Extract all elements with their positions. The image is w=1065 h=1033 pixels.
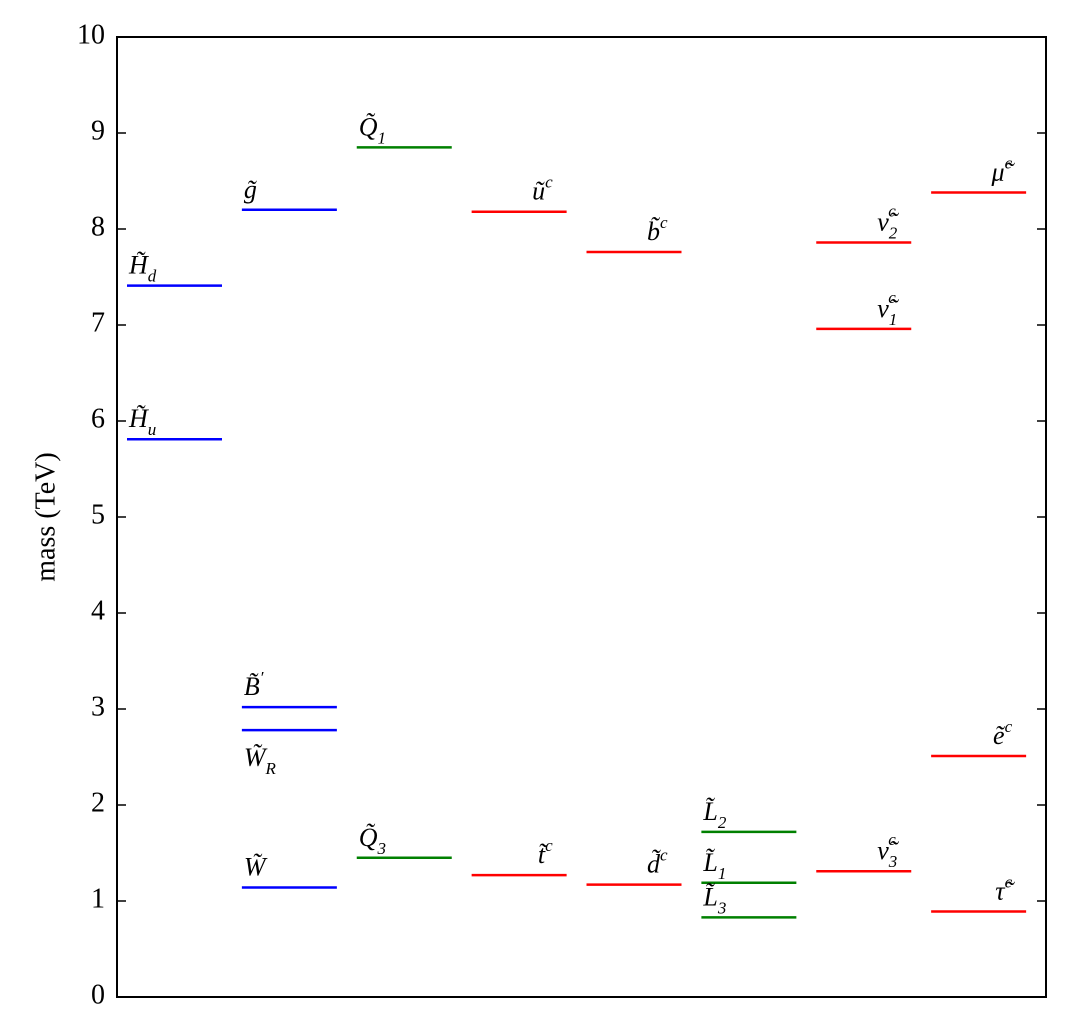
level-label: ν̃1c <box>877 288 900 329</box>
label-text: W̃ <box>244 743 268 772</box>
label-sub: 1 <box>718 864 727 883</box>
level-label: τ̃c <box>995 873 1015 906</box>
y-tick-label: 5 <box>91 499 105 530</box>
level-label: Q̃1 <box>359 112 386 147</box>
label-text: L̃ <box>702 797 717 826</box>
y-axis-label: mass (TeV) <box>30 452 61 581</box>
label-sub: 3 <box>377 839 387 858</box>
y-tick-label: 3 <box>91 691 105 722</box>
level-label: ν̃3c <box>877 830 900 871</box>
label-sup: c <box>660 213 668 232</box>
label-sub: 3 <box>717 898 727 917</box>
label-text: ũ <box>532 177 545 206</box>
level-label: W̃R <box>244 743 277 778</box>
level-label: ν̃2c <box>877 201 900 242</box>
y-tick-label: 4 <box>91 595 105 626</box>
label-sub: 1 <box>378 128 387 147</box>
level-label: L̃1 <box>702 848 726 883</box>
label-sub: R <box>265 759 277 778</box>
label-sup: c <box>660 846 668 865</box>
level-label: b̃c <box>647 213 668 246</box>
y-tick-label: 0 <box>91 979 105 1010</box>
level-label: Q̃3 <box>359 823 386 858</box>
label-text: d̃ <box>647 850 662 879</box>
y-tick-label: 2 <box>91 787 105 818</box>
label-sup: c <box>545 836 553 855</box>
label-text: H̃ <box>128 251 149 280</box>
label-sup: c <box>1005 154 1013 173</box>
y-tick-label: 10 <box>77 19 105 50</box>
y-tick-label: 6 <box>91 403 105 434</box>
level-label: ẽc <box>993 717 1013 750</box>
level-label: L̃3 <box>702 882 726 917</box>
label-sub: 1 <box>889 310 898 329</box>
label-sup: c <box>1005 873 1013 892</box>
label-sub: 2 <box>718 813 727 832</box>
level-label: g̃ <box>244 175 258 204</box>
level-label: H̃d <box>128 251 157 286</box>
label-sup: c <box>545 173 553 192</box>
label-text: g̃ <box>244 175 258 204</box>
label-sub: d <box>148 267 157 286</box>
label-sup: c <box>888 201 896 220</box>
level-label: d̃c <box>647 846 668 879</box>
y-tick-label: 1 <box>91 883 105 914</box>
label-text: H̃ <box>128 404 149 433</box>
label-sup: c <box>1005 717 1013 736</box>
label-text: Q̃ <box>359 112 378 141</box>
label-text: W̃ <box>244 853 268 882</box>
label-text: b̃ <box>647 217 661 246</box>
level-label: W̃ <box>244 853 268 882</box>
level-label: μ̃c <box>991 154 1016 187</box>
y-tick-label: 9 <box>91 115 105 146</box>
level-label: t̃c <box>538 836 553 869</box>
label-sub: 3 <box>888 852 898 871</box>
label-text: Q̃ <box>359 823 378 852</box>
label-text: L̃ <box>702 882 717 911</box>
level-label: B̃′ <box>244 668 264 701</box>
label-text: ẽ <box>993 721 1006 750</box>
y-tick-label: 7 <box>91 307 105 338</box>
label-sub: 2 <box>889 223 898 242</box>
level-label: L̃2 <box>702 797 726 832</box>
label-sup: ′ <box>260 668 264 687</box>
label-text: B̃ <box>244 672 260 701</box>
label-sub: u <box>148 420 157 439</box>
label-sup: c <box>888 830 896 849</box>
level-label: H̃u <box>128 404 156 439</box>
level-label: ũc <box>532 173 553 206</box>
label-sup: c <box>888 288 896 307</box>
y-tick-label: 8 <box>91 211 105 242</box>
label-text: t̃ <box>538 840 549 869</box>
label-text: L̃ <box>702 848 717 877</box>
